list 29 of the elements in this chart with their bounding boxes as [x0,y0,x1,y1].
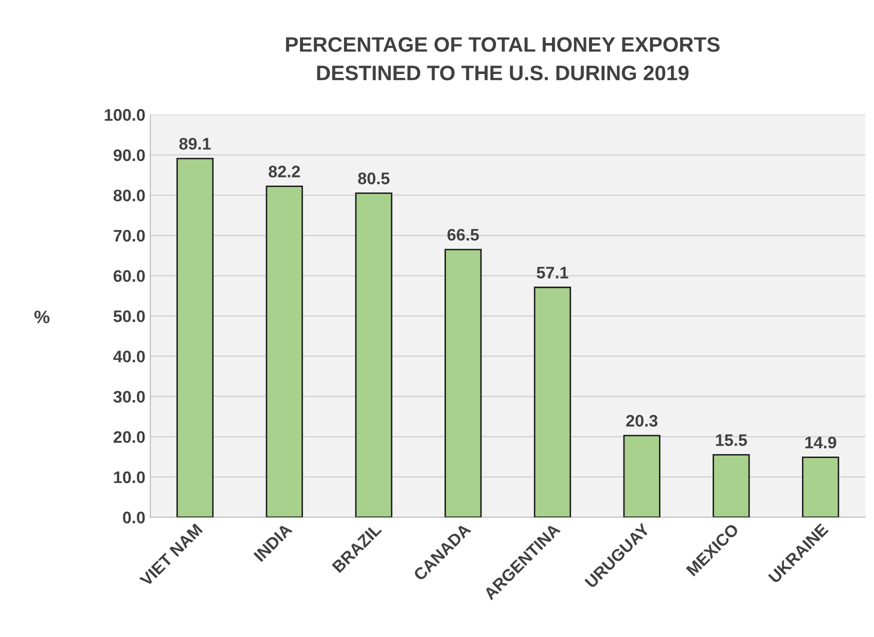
y-tick-label: 20.0 [114,431,145,443]
data-label: 57.1 [536,266,568,279]
chart-title: PERCENTAGE OF TOTAL HONEY EXPORTS DESTINED TO THE U.S. DURING 2019 [286,37,720,80]
data-label: 20.3 [626,414,658,427]
data-label: 80.5 [358,172,390,184]
y-tick-label: 30.0 [113,390,145,403]
y-tick-label: 80.0 [114,190,145,202]
y-tick-label: 50.0 [114,310,145,322]
data-label: 82.2 [268,166,300,178]
bar [266,186,303,518]
bar [623,434,660,518]
data-label: 15.5 [716,434,747,446]
y-tick-label: 100.0 [104,109,145,121]
data-label: 66.5 [448,228,479,241]
data-label: 89.1 [179,138,211,150]
y-tick-label: 60.0 [114,270,145,282]
y-tick-label: 40.0 [113,350,145,362]
bar [802,456,840,518]
bar [444,248,482,518]
y-tick-label: 10.0 [114,471,145,484]
bar [712,454,750,518]
y-tick-label: 70.0 [114,230,145,242]
bar [355,192,392,518]
data-label: 14.9 [805,436,836,448]
bar [534,286,572,518]
bar [176,158,214,518]
y-tick-label: 90.0 [114,149,145,162]
y-tick-label: 0.0 [122,512,145,524]
y-axis-title: % [34,310,50,324]
